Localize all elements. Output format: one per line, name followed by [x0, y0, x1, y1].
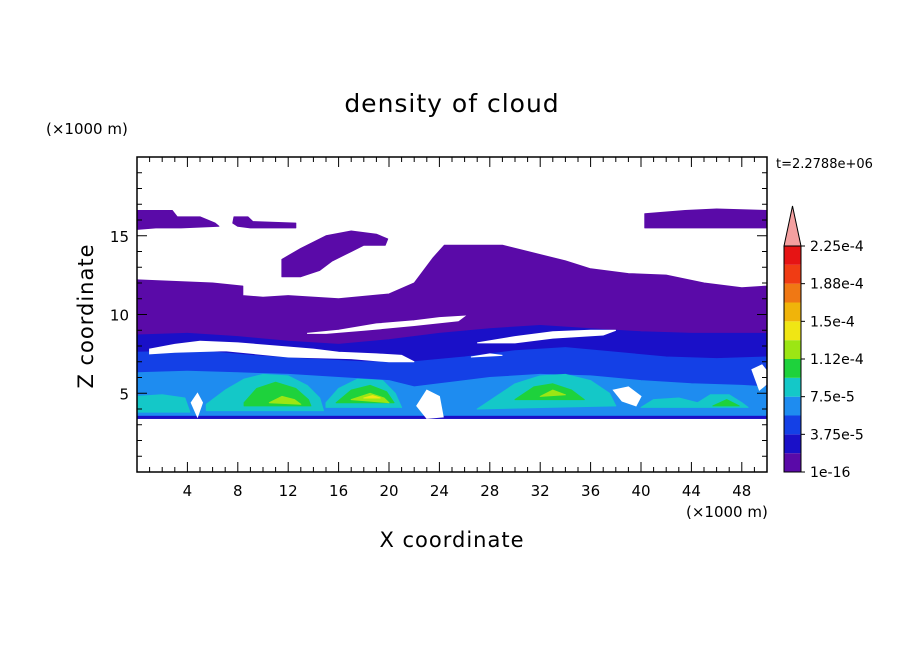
colorbar-swatch — [784, 246, 801, 265]
x-tick-label: 32 — [531, 482, 550, 500]
contour-region-8 — [137, 394, 191, 413]
x-tick-label: 48 — [732, 482, 751, 500]
contour-gap-1 — [307, 315, 467, 334]
x-unit-label: (×1000 m) — [686, 503, 768, 521]
y-tick-label: 5 — [119, 385, 129, 403]
colorbar-swatch — [784, 302, 801, 322]
x-tick-label: 40 — [631, 482, 650, 500]
y-tick-label: 15 — [110, 228, 129, 246]
colorbar-swatch — [784, 377, 801, 397]
colorbar-swatch — [784, 283, 801, 303]
contour-plot — [137, 208, 767, 419]
colorbar-swatch — [784, 340, 801, 359]
colorbar-swatch — [784, 396, 801, 416]
colorbar-label: 1e-16 — [810, 465, 850, 481]
contour-region-19 — [539, 389, 566, 397]
colorbar-label: 3.75e-5 — [810, 427, 864, 443]
colorbar-swatch — [784, 359, 801, 378]
y-axis-label: Z coordinate — [74, 243, 98, 388]
y-unit-label: (×1000 m) — [46, 120, 128, 138]
contour-region-2 — [232, 216, 297, 229]
y-tick-label: 10 — [110, 307, 129, 325]
colorbar-label: 1.5e-4 — [810, 314, 855, 330]
x-tick-label: 16 — [329, 482, 348, 500]
contour-gap-5 — [416, 389, 444, 419]
x-tick-label: 44 — [682, 482, 701, 500]
contour-gap-0 — [149, 340, 415, 363]
contour-gap-3 — [470, 353, 503, 358]
x-tick-label: 8 — [233, 482, 243, 500]
x-tick-label: 36 — [581, 482, 600, 500]
contour-gap-4 — [190, 392, 204, 419]
x-tick-label: 12 — [279, 482, 298, 500]
colorbar-extend-arrow — [783, 205, 802, 247]
x-tick-label: 20 — [379, 482, 398, 500]
contour-gap-6 — [612, 386, 642, 407]
time-label: t=2.2788e+06 — [776, 157, 873, 172]
x-tick-label: 4 — [183, 482, 193, 500]
x-tick-label: 28 — [480, 482, 499, 500]
contour-region-1 — [137, 210, 220, 230]
colorbar-swatch — [784, 434, 801, 454]
colorbar-label: 1.12e-4 — [810, 352, 864, 368]
colorbar-label: 7.5e-5 — [810, 390, 855, 406]
contour-region-20 — [363, 395, 381, 399]
x-tick-label: 24 — [430, 482, 449, 500]
contour-gap-2 — [477, 329, 616, 344]
colorbar-swatch — [784, 264, 801, 284]
colorbar: 1e-16 3.75e-5 7.5e-5 1.12e-4 1.5e-4 1.88e-4 2.… — [783, 205, 864, 481]
colorbar-label: 1.88e-4 — [810, 277, 864, 293]
chart-title: density of cloud — [344, 89, 559, 118]
x-axis-label: X coordinate — [379, 528, 524, 552]
contour-region-4 — [644, 208, 767, 229]
colorbar-label: 2.25e-4 — [810, 239, 864, 255]
contour-region-16 — [712, 399, 740, 407]
contour-region-3 — [281, 230, 389, 278]
contour-region-17 — [268, 395, 302, 405]
colorbar-swatch — [784, 321, 801, 341]
colorbar-swatch — [784, 453, 801, 472]
contour-gap-7 — [751, 364, 767, 391]
colorbar-swatch — [784, 415, 801, 435]
